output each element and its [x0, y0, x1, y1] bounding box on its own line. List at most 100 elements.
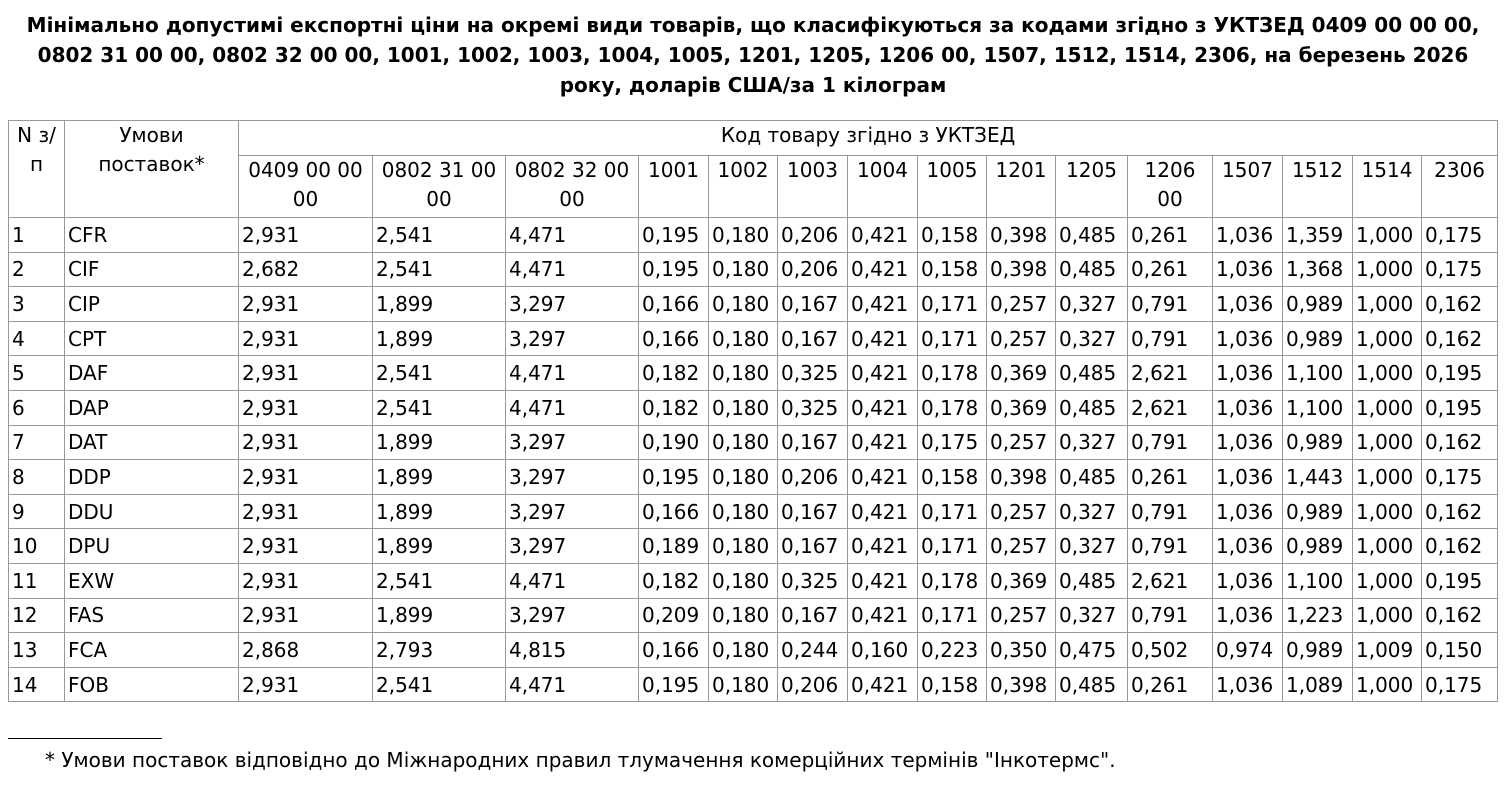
price-cell: 0,325 — [777, 355, 848, 391]
price-cell: 0,180 — [708, 389, 778, 426]
table-row: 11 EXW 2,931 2,541 4,471 0,182 0,180 0,325 0,421… — [8, 562, 1499, 599]
price-cell: 1,000 — [1352, 286, 1422, 322]
price-cell: 0,162 — [1420, 424, 1499, 461]
table-row: 1 CFR 2,931 2,541 4,471 0,195 0,180 0,206 0,421 0… — [8, 217, 1499, 253]
price-cell: 0,167 — [777, 528, 848, 564]
price-cell: 0,180 — [708, 424, 778, 461]
price-cell: 2,931 — [238, 459, 373, 495]
price-cell: 0,327 — [1055, 493, 1128, 530]
price-cell: 0,421 — [847, 666, 918, 703]
price-cell: 0,791 — [1127, 597, 1213, 634]
header-code: 0409 00 00 00 — [238, 155, 373, 218]
price-cell: 0,178 — [917, 389, 987, 426]
price-cell: 2,541 — [372, 666, 506, 703]
price-cell: 0,989 — [1282, 286, 1353, 322]
price-cell: 0,180 — [708, 562, 778, 599]
delivery-term: FAS — [64, 597, 239, 634]
price-cell: 4,471 — [505, 389, 639, 426]
price-cell: 1,368 — [1282, 251, 1353, 288]
price-cell: 2,682 — [238, 251, 373, 288]
price-cell: 0,223 — [917, 632, 987, 668]
delivery-term: DAP — [64, 389, 239, 426]
price-cell: 0,171 — [917, 320, 987, 357]
delivery-term: CFR — [64, 217, 239, 253]
price-cell: 0,791 — [1127, 320, 1213, 357]
price-cell: 0,398 — [986, 459, 1056, 495]
price-cell: 0,162 — [1420, 286, 1499, 322]
price-cell: 0,257 — [986, 424, 1056, 461]
price-cell: 2,931 — [238, 562, 373, 599]
row-number: 13 — [8, 632, 65, 668]
price-cell: 0,180 — [708, 251, 778, 288]
price-cell: 1,899 — [372, 459, 506, 495]
price-cell: 0,989 — [1282, 632, 1353, 668]
header-code: 1507 — [1212, 155, 1283, 218]
header-code: 1512 — [1282, 155, 1353, 218]
price-cell: 0,166 — [638, 632, 709, 668]
price-cell: 0,195 — [638, 217, 709, 253]
price-cell: 0,398 — [986, 666, 1056, 703]
price-cell: 0,421 — [847, 320, 918, 357]
price-cell: 0,182 — [638, 562, 709, 599]
header-code: 1201 — [986, 155, 1056, 218]
delivery-term: FCA — [64, 632, 239, 668]
price-cell: 0,327 — [1055, 597, 1128, 634]
table-row: 14 FOB 2,931 2,541 4,471 0,195 0,180 0,206 0,421… — [8, 666, 1499, 703]
price-cell: 0,171 — [917, 597, 987, 634]
price-cell: 1,089 — [1282, 666, 1353, 703]
price-cell: 0,167 — [777, 286, 848, 322]
row-number: 1 — [8, 217, 65, 253]
table-row: 6 DAP 2,931 2,541 4,471 0,182 0,180 0,325 0,421 0… — [8, 389, 1499, 426]
header-code: 1004 — [847, 155, 918, 218]
price-cell: 0,421 — [847, 528, 918, 564]
header-number: N з/п — [8, 120, 65, 218]
price-cell: 4,471 — [505, 562, 639, 599]
price-cell: 0,180 — [708, 320, 778, 357]
price-cell: 0,257 — [986, 597, 1056, 634]
row-number: 14 — [8, 666, 65, 703]
price-cell: 1,899 — [372, 597, 506, 634]
price-cell: 1,036 — [1212, 251, 1283, 288]
price-cell: 0,257 — [986, 286, 1056, 322]
price-cell: 0,325 — [777, 389, 848, 426]
price-cell: 1,036 — [1212, 217, 1283, 253]
price-cell: 0,180 — [708, 528, 778, 564]
price-cell: 0,485 — [1055, 459, 1128, 495]
price-cell: 1,036 — [1212, 459, 1283, 495]
delivery-term: FOB — [64, 666, 239, 703]
row-number: 4 — [8, 320, 65, 357]
price-cell: 0,974 — [1212, 632, 1283, 668]
price-cell: 0,158 — [917, 217, 987, 253]
price-cell: 0,398 — [986, 217, 1056, 253]
header-code: 2306 — [1420, 155, 1499, 218]
price-cell: 0,178 — [917, 562, 987, 599]
price-cell: 2,931 — [238, 493, 373, 530]
delivery-term: DPU — [64, 528, 239, 564]
price-cell: 2,868 — [238, 632, 373, 668]
price-cell: 4,471 — [505, 666, 639, 703]
price-cell: 1,000 — [1352, 528, 1422, 564]
price-cell: 0,158 — [917, 459, 987, 495]
price-cell: 1,223 — [1282, 597, 1353, 634]
price-cell: 0,182 — [638, 389, 709, 426]
footnote: * Умови поставок відповідно до Міжнародн… — [45, 748, 1116, 772]
price-cell: 0,195 — [638, 459, 709, 495]
price-cell: 2,931 — [238, 597, 373, 634]
price-cell: 1,000 — [1352, 320, 1422, 357]
price-cell: 2,931 — [238, 217, 373, 253]
row-number: 12 — [8, 597, 65, 634]
price-cell: 4,471 — [505, 355, 639, 391]
row-number: 3 — [8, 286, 65, 322]
delivery-term: EXW — [64, 562, 239, 599]
price-cell: 2,541 — [372, 389, 506, 426]
price-cell: 1,000 — [1352, 493, 1422, 530]
price-cell: 1,036 — [1212, 493, 1283, 530]
price-cell: 0,195 — [1420, 389, 1499, 426]
price-cell: 1,899 — [372, 424, 506, 461]
price-cell: 0,244 — [777, 632, 848, 668]
table-row: 3 CIP 2,931 1,899 3,297 0,166 0,180 0,167 0,421 0… — [8, 286, 1499, 322]
price-cell: 1,899 — [372, 286, 506, 322]
price-cell: 0,175 — [917, 424, 987, 461]
footnote-rule — [8, 738, 162, 739]
